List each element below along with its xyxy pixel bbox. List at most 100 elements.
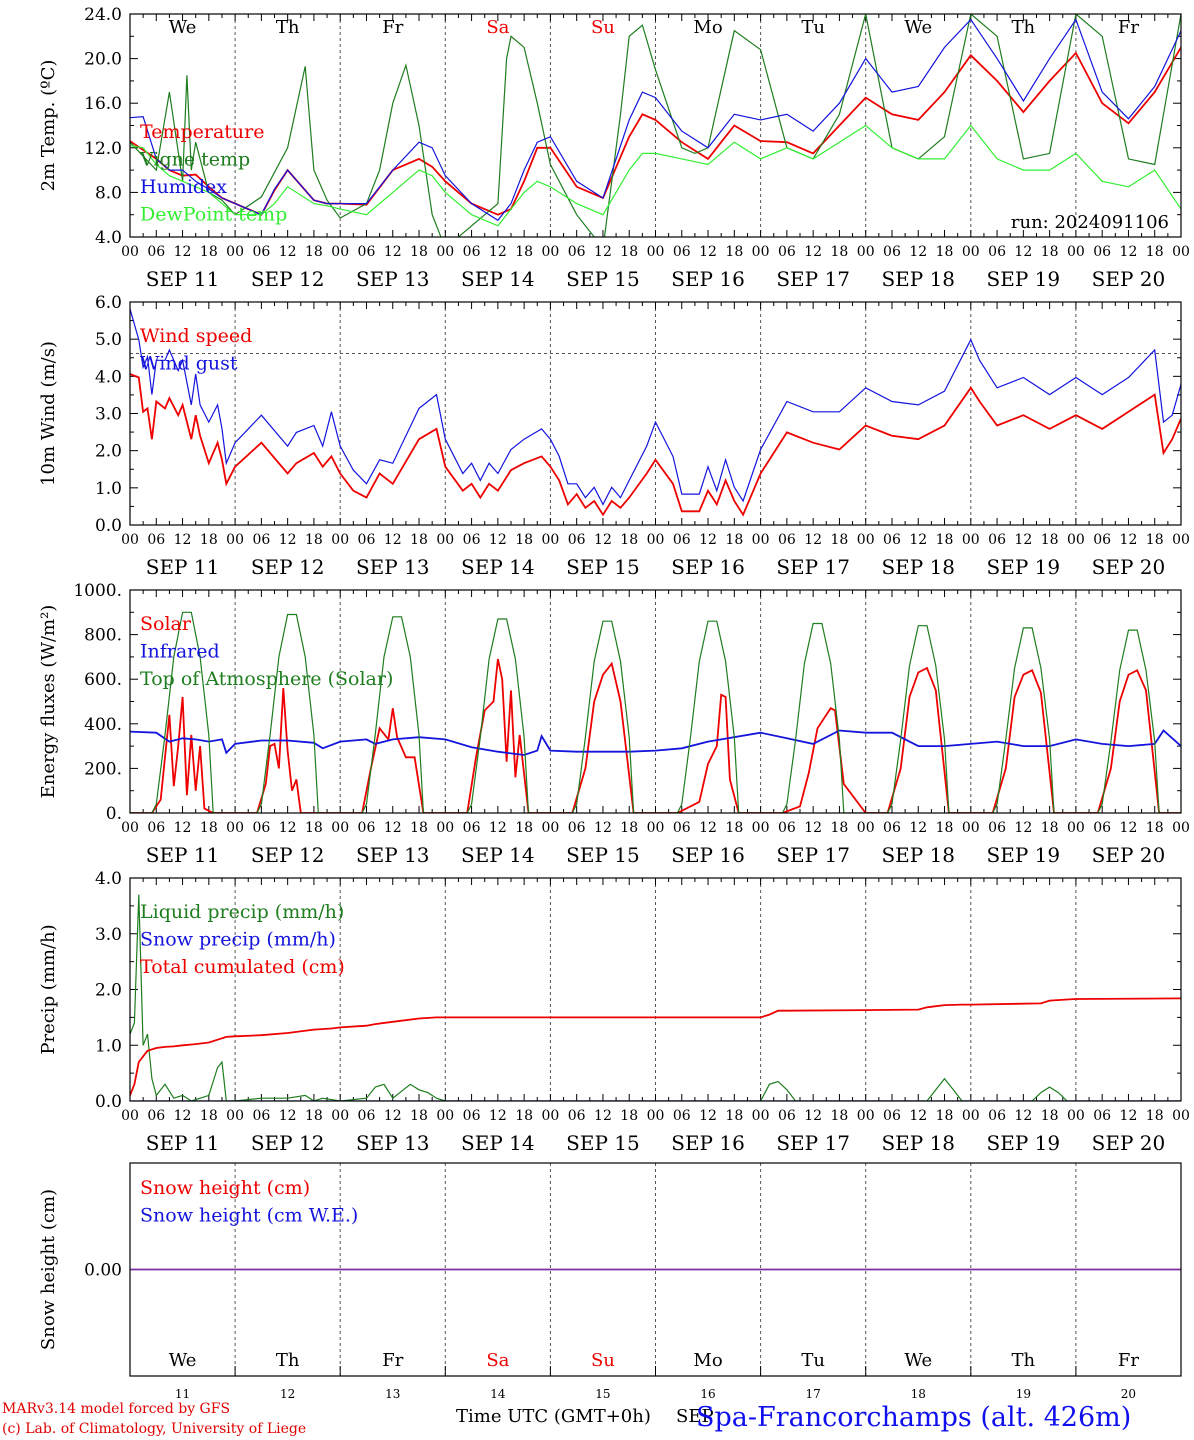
date-label: SEP 14 bbox=[461, 1131, 535, 1155]
hour-tick-label: 12 bbox=[804, 244, 822, 260]
hour-tick-label: 18 bbox=[1041, 1108, 1059, 1124]
date-label: SEP 17 bbox=[776, 843, 850, 867]
hour-tick-label: 18 bbox=[620, 1108, 638, 1124]
hour-tick-label: 12 bbox=[909, 244, 927, 260]
hour-tick-label: 12 bbox=[699, 820, 717, 836]
y-tick-label: 400. bbox=[84, 715, 122, 735]
hour-tick-label: 18 bbox=[410, 1108, 428, 1124]
hour-tick-label: 18 bbox=[831, 244, 849, 260]
hour-tick-label: 18 bbox=[936, 820, 954, 836]
y-tick-label: 1.0 bbox=[95, 1036, 122, 1056]
hour-tick-label: 12 bbox=[384, 820, 402, 836]
hour-tick-label: 00 bbox=[121, 244, 139, 260]
hour-tick-label: 00 bbox=[226, 532, 244, 548]
date-label: SEP 14 bbox=[461, 555, 535, 579]
legend-entry: Total cumulated (cm) bbox=[140, 956, 345, 978]
legend-entry: Wind gust bbox=[140, 353, 238, 375]
day-abbr: We bbox=[904, 1350, 932, 1371]
hour-tick-label: 00 bbox=[647, 820, 665, 836]
hour-tick-label: 06 bbox=[673, 532, 691, 548]
hour-tick-label: 06 bbox=[252, 244, 270, 260]
hour-tick-label: 18 bbox=[305, 820, 323, 836]
hour-tick-label: 06 bbox=[147, 244, 165, 260]
y-tick-label: 4.0 bbox=[95, 367, 122, 387]
hour-tick-label: 12 bbox=[594, 820, 612, 836]
date-label: SEP 13 bbox=[356, 267, 430, 291]
date-label: SEP 19 bbox=[987, 267, 1061, 291]
hour-tick-label: 12 bbox=[1120, 1108, 1138, 1124]
hour-tick-label: 12 bbox=[594, 244, 612, 260]
hour-tick-label: 06 bbox=[252, 820, 270, 836]
hour-tick-label: 00 bbox=[1172, 532, 1190, 548]
y-tick-label: 800. bbox=[84, 626, 122, 646]
date-label: SEP 13 bbox=[356, 555, 430, 579]
hour-tick-label: 18 bbox=[936, 1108, 954, 1124]
hour-tick-label: 12 bbox=[1120, 244, 1138, 260]
day-abbr: Fr bbox=[1118, 17, 1139, 38]
hour-tick-label: 00 bbox=[1067, 244, 1085, 260]
hour-tick-label: 12 bbox=[909, 820, 927, 836]
hour-tick-label: 06 bbox=[988, 244, 1006, 260]
hour-tick-label: 00 bbox=[647, 244, 665, 260]
hour-tick-label: 12 bbox=[699, 532, 717, 548]
date-label: SEP 19 bbox=[987, 843, 1061, 867]
legend-entry: Liquid precip (mm/h) bbox=[140, 901, 344, 923]
hour-tick-label: 12 bbox=[594, 532, 612, 548]
day-abbr: Th bbox=[1012, 1350, 1036, 1371]
y-tick-label: 0. bbox=[106, 804, 122, 824]
day-abbr: Tu bbox=[801, 1350, 825, 1371]
hour-tick-label: 00 bbox=[962, 820, 980, 836]
series-line-wind-gust bbox=[130, 308, 1181, 506]
hour-tick-label: 00 bbox=[752, 820, 770, 836]
day-abbr: Su bbox=[591, 1350, 615, 1371]
series-line-dewpoint-temp bbox=[130, 124, 1181, 227]
date-label: SEP 20 bbox=[1092, 267, 1166, 291]
hour-tick-label: 18 bbox=[410, 532, 428, 548]
hour-tick-label: 00 bbox=[541, 244, 559, 260]
hour-tick-label: 00 bbox=[541, 1108, 559, 1124]
date-label: SEP 11 bbox=[146, 843, 220, 867]
hour-tick-label: 00 bbox=[647, 532, 665, 548]
hour-tick-label: 12 bbox=[594, 1108, 612, 1124]
date-label: SEP 17 bbox=[776, 267, 850, 291]
hour-tick-label: 00 bbox=[436, 244, 454, 260]
hour-tick-label: 06 bbox=[673, 1108, 691, 1124]
hour-tick-label: 06 bbox=[358, 1108, 376, 1124]
y-tick-label: 1.0 bbox=[95, 479, 122, 499]
station-label: Spa-Francorchamps (alt. 426m) bbox=[696, 1402, 1132, 1433]
y-axis-label: 2m Temp. (ºC) bbox=[38, 60, 59, 192]
hour-tick-label: 00 bbox=[226, 1108, 244, 1124]
hour-tick-label: 12 bbox=[174, 532, 192, 548]
y-tick-label: 16.0 bbox=[84, 94, 122, 114]
hour-tick-label: 18 bbox=[831, 820, 849, 836]
panel-temp: 4.0 8.0 12.0 16.0 20.0 24.0 2m Temp. (ºC) Tempe… bbox=[38, 5, 1190, 291]
date-label: SEP 19 bbox=[987, 555, 1061, 579]
hour-tick-label: 00 bbox=[541, 820, 559, 836]
panel-snow: 0.00 Snow height (cm) Snow height (cm) Snow… bbox=[38, 1162, 1182, 1401]
hour-tick-label: 12 bbox=[804, 820, 822, 836]
y-tick-label: 2.0 bbox=[95, 442, 122, 462]
day-abbr: Fr bbox=[382, 17, 403, 38]
date-label: SEP 16 bbox=[671, 1131, 745, 1155]
day-number: 16 bbox=[700, 1387, 715, 1401]
hour-tick-label: 00 bbox=[647, 1108, 665, 1124]
day-abbr: Sa bbox=[486, 17, 509, 38]
hour-tick-label: 18 bbox=[200, 820, 218, 836]
hour-tick-label: 00 bbox=[436, 1108, 454, 1124]
legend-entry: Vigne temp bbox=[139, 149, 250, 171]
hour-tick-label: 06 bbox=[147, 820, 165, 836]
day-abbr: Mo bbox=[693, 17, 722, 38]
hour-tick-label: 18 bbox=[936, 244, 954, 260]
hour-tick-label: 12 bbox=[1014, 820, 1032, 836]
hour-tick-label: 12 bbox=[699, 1108, 717, 1124]
day-abbr: Th bbox=[276, 17, 300, 38]
hour-tick-label: 00 bbox=[1067, 532, 1085, 548]
legend-entry: Snow height (cm W.E.) bbox=[140, 1205, 358, 1227]
hour-tick-label: 18 bbox=[410, 820, 428, 836]
hour-tick-label: 12 bbox=[1014, 244, 1032, 260]
hour-tick-label: 06 bbox=[568, 532, 586, 548]
hour-tick-label: 00 bbox=[857, 532, 875, 548]
day-number: 11 bbox=[175, 1387, 190, 1401]
date-label: SEP 15 bbox=[566, 1131, 640, 1155]
hour-tick-label: 12 bbox=[489, 1108, 507, 1124]
